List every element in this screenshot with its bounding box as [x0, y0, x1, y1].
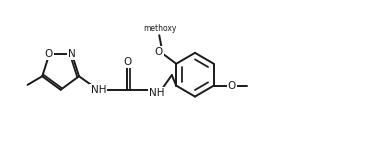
Text: O: O: [45, 49, 53, 59]
Text: NH: NH: [149, 88, 165, 98]
Text: methoxy: methoxy: [144, 24, 177, 33]
Text: N: N: [69, 49, 76, 59]
Text: NH: NH: [90, 85, 106, 95]
Text: O: O: [123, 57, 132, 67]
Text: O: O: [228, 81, 236, 91]
Text: O: O: [155, 47, 163, 57]
